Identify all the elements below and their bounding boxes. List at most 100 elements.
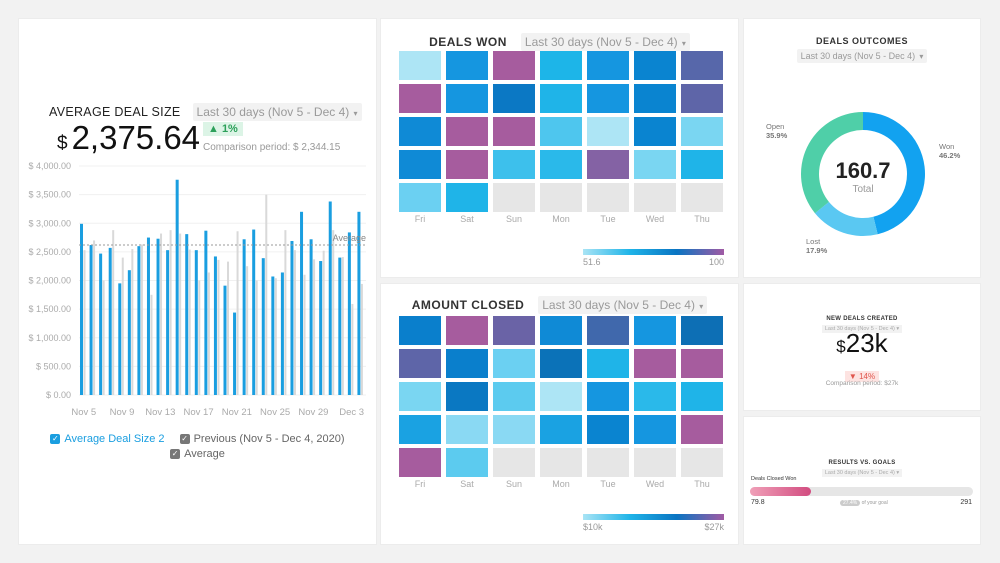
bar-previous [179,233,182,395]
heatmap-cell[interactable] [540,150,582,179]
heatmap-cell[interactable] [634,316,676,345]
heatmap-cell[interactable] [446,415,488,444]
heatmap-cell[interactable] [493,316,535,345]
heatmap-cell[interactable] [493,117,535,146]
heatmap-cell[interactable] [446,448,488,477]
heatmap-cell[interactable] [587,117,629,146]
legend-item-previous[interactable]: ✓ Previous (Nov 5 - Dec 4, 2020) [179,432,345,446]
bar-previous [322,250,325,395]
heatmap-cell[interactable] [681,51,723,80]
period-dropdown[interactable]: Last 30 days (Nov 5 - Dec 4) ▾ [520,33,690,51]
deals-won-card: DEALS WON Last 30 days (Nov 5 - Dec 4) ▾… [380,18,739,278]
heatmap-cell[interactable] [446,349,488,378]
heatmap-cell[interactable] [587,150,629,179]
heatmap-cell[interactable] [681,448,723,477]
heatmap-cell[interactable] [540,51,582,80]
heatmap-cell[interactable] [493,150,535,179]
heatmap-cell[interactable] [634,448,676,477]
heatmap-cell[interactable] [446,150,488,179]
heatmap-cell[interactable] [681,415,723,444]
heatmap-cell[interactable] [399,150,441,179]
period-dropdown[interactable]: Last 30 days (Nov 5 - Dec 4) ▾ [821,325,903,333]
heatmap-cell[interactable] [446,84,488,113]
heatmap-cell[interactable] [681,84,723,113]
heatmap-cell[interactable] [446,382,488,411]
heatmap-cell[interactable] [634,382,676,411]
heatmap-cell[interactable] [540,415,582,444]
bar-current [300,211,304,395]
heatmap-cell[interactable] [681,382,723,411]
heatmap-cell[interactable] [540,349,582,378]
heatmap-cell[interactable] [399,117,441,146]
heatmap-cell[interactable] [399,448,441,477]
bar-current [118,283,122,395]
period-dropdown[interactable]: Last 30 days (Nov 5 - Dec 4) ▾ [821,469,903,477]
heatmap-cell[interactable] [634,117,676,146]
heatmap-cell[interactable] [399,316,441,345]
heatmap-cell[interactable] [681,150,723,179]
heatmap-cell[interactable] [540,448,582,477]
heatmap-cell[interactable] [446,316,488,345]
period-dropdown[interactable]: Last 30 days (Nov 5 - Dec 4) ▾ [538,296,708,314]
heatmap-cell[interactable] [399,84,441,113]
heatmap-cell[interactable] [540,382,582,411]
checkbox-icon[interactable]: ✓ [50,434,61,444]
heatmap-cell[interactable] [493,51,535,80]
heatmap-cell[interactable] [587,415,629,444]
heatmap-cell[interactable] [399,415,441,444]
bar-previous [303,274,306,395]
x-tick-label: Nov 29 [298,407,328,418]
chart-legend: ✓ Average Deal Size 2 ✓ Previous (Nov 5 - … [19,431,376,461]
heatmap-cell[interactable] [493,183,535,212]
heatmap-cell[interactable] [493,382,535,411]
bar-current [108,247,112,395]
heatmap-cell[interactable] [634,349,676,378]
legend-item-average[interactable]: ✓ Average [170,447,225,461]
bar-current [271,276,275,395]
heatmap-cell[interactable] [587,84,629,113]
heatmap-cell[interactable] [493,415,535,444]
slice-name-label: Open [766,122,784,131]
scale-max: $27k [704,522,724,532]
heatmap-cell[interactable] [634,51,676,80]
legend-item-current[interactable]: ✓ Average Deal Size 2 [50,432,165,446]
goal-pill: 27.4% of your goal [840,500,888,506]
chevron-down-icon: ▾ [917,52,924,61]
heatmap-cell[interactable] [493,349,535,378]
heatmap-cell[interactable] [681,349,723,378]
checkbox-icon[interactable]: ✓ [170,449,181,459]
heatmap-cell[interactable] [540,316,582,345]
heatmap-cell[interactable] [446,51,488,80]
heatmap-cell[interactable] [587,448,629,477]
heatmap-cell[interactable] [540,84,582,113]
color-scale-legend: 51.6 100 [583,249,724,267]
heatmap-cell[interactable] [587,382,629,411]
heatmap-cell[interactable] [399,51,441,80]
period-dropdown[interactable]: Last 30 days (Nov 5 - Dec 4) ▾ [796,49,928,63]
heatmap-cell[interactable] [634,84,676,113]
heatmap-cell[interactable] [587,349,629,378]
heatmap-cell[interactable] [493,448,535,477]
heatmap-cell[interactable] [493,84,535,113]
heatmap-cell[interactable] [540,183,582,212]
bar-current [290,240,294,395]
heatmap-cell[interactable] [634,183,676,212]
bar-current [137,246,141,395]
heatmap-cell[interactable] [399,183,441,212]
bar-previous [102,280,105,395]
heatmap-cell[interactable] [634,415,676,444]
heatmap-cell[interactable] [399,349,441,378]
heatmap-cell[interactable] [681,183,723,212]
heatmap-cell[interactable] [446,117,488,146]
heatmap-cell[interactable] [634,150,676,179]
checkbox-icon[interactable]: ✓ [179,434,190,444]
heatmap-cell[interactable] [587,51,629,80]
heatmap-cell[interactable] [587,183,629,212]
heatmap-cell[interactable] [399,382,441,411]
heatmap-cell[interactable] [681,316,723,345]
heatmap-cell[interactable] [681,117,723,146]
period-dropdown[interactable]: Last 30 days (Nov 5 - Dec 4) ▾ [192,103,362,121]
heatmap-cell[interactable] [446,183,488,212]
heatmap-cell[interactable] [540,117,582,146]
heatmap-cell[interactable] [587,316,629,345]
